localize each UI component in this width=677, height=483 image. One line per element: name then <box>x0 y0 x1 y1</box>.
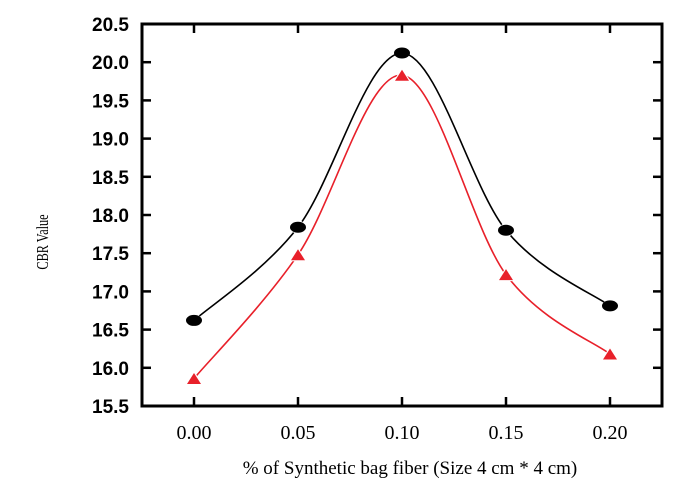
x-tick-label: 0.15 <box>489 422 524 444</box>
series-line <box>193 52 611 322</box>
y-tick-label: 17.5 <box>92 244 129 265</box>
series-line <box>193 74 611 380</box>
y-tick-label: 18.5 <box>92 168 129 189</box>
y-tick-label: 19.5 <box>92 91 129 112</box>
x-tick-label: 0.05 <box>281 422 316 444</box>
x-axis: 0.00 0.05 0.10 0.15 0.20 <box>177 24 628 444</box>
x-axis-label: % of Synthetic bag fiber (Size 4 cm * 4 … <box>243 458 578 479</box>
y-tick-label: 17.0 <box>92 282 129 303</box>
data-point <box>186 314 202 326</box>
data-point <box>602 300 618 312</box>
y-axis: 15.5 16.0 16.5 17.0 17.5 18.0 18.5 19.0 19.5 20.0… <box>92 15 662 418</box>
y-tick-label: 15.5 <box>92 397 129 418</box>
data-point <box>499 269 513 281</box>
data-point <box>394 47 410 59</box>
x-tick-label: 0.20 <box>593 422 628 444</box>
data-point <box>291 249 305 261</box>
series-2 <box>185 67 619 385</box>
data-point <box>187 372 201 384</box>
y-tick-label: 16.0 <box>92 359 129 380</box>
series-layer <box>185 46 619 385</box>
y-tick-label: 18.0 <box>92 206 129 227</box>
y-tick-label: 20.0 <box>92 53 129 74</box>
x-tick-label: 0.10 <box>385 422 420 444</box>
series-1 <box>186 46 618 328</box>
y-tick-label: 16.5 <box>92 321 129 342</box>
data-point <box>395 69 409 81</box>
y-tick-label: 20.5 <box>92 15 129 36</box>
data-point <box>603 348 617 360</box>
y-tick-label: 19.0 <box>92 130 129 151</box>
data-point <box>498 224 514 236</box>
data-point <box>290 221 306 233</box>
x-tick-label: 0.00 <box>177 422 212 444</box>
y-axis-label: CBR Value <box>34 214 52 269</box>
